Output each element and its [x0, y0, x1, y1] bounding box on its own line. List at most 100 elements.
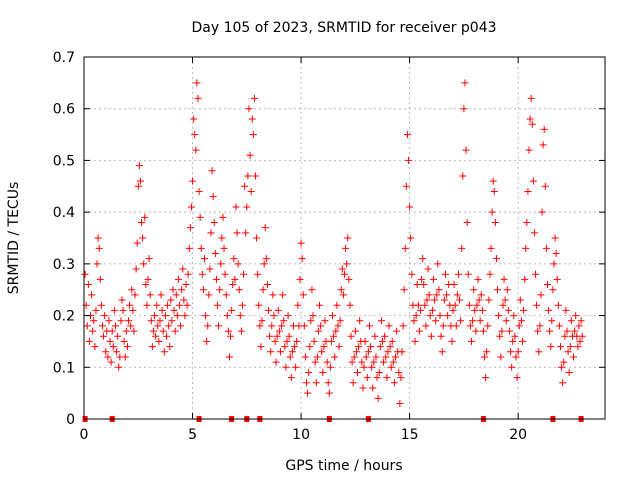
data-point — [256, 322, 264, 330]
data-point — [425, 291, 433, 299]
data-point — [360, 363, 368, 371]
data-point — [244, 172, 252, 180]
data-point — [321, 317, 329, 325]
data-point — [350, 353, 358, 361]
data-point — [138, 218, 146, 226]
data-point — [400, 286, 408, 294]
data-point — [95, 244, 103, 252]
data-point — [458, 244, 466, 252]
data-point — [96, 275, 104, 283]
data-point — [104, 353, 112, 361]
data-point — [414, 301, 422, 309]
data-point — [309, 312, 317, 320]
y-tick-label: 0.4 — [53, 205, 75, 221]
data-point — [344, 234, 352, 242]
data-point — [296, 275, 304, 283]
data-point — [274, 306, 282, 314]
data-point — [408, 270, 416, 278]
data-point — [128, 286, 136, 294]
data-point — [563, 327, 571, 335]
data-point — [576, 337, 584, 345]
data-point — [228, 306, 236, 314]
data-point — [402, 182, 410, 190]
data-point — [535, 348, 543, 356]
data-point — [559, 379, 567, 387]
data-point — [500, 275, 508, 283]
data-point — [215, 322, 223, 330]
data-point — [143, 301, 151, 309]
data-point — [127, 322, 135, 330]
data-point — [527, 94, 535, 102]
data-point — [513, 374, 521, 382]
data-point — [351, 327, 359, 335]
data-point — [172, 291, 180, 299]
data-point — [512, 353, 520, 361]
data-point — [187, 203, 195, 211]
data-point — [564, 348, 572, 356]
data-point — [547, 343, 555, 351]
data-point — [259, 286, 267, 294]
y-axis-label: SRMTID / TECUs — [6, 182, 22, 295]
data-point — [231, 275, 239, 283]
data-point — [184, 270, 192, 278]
data-point — [494, 286, 502, 294]
data-point — [542, 244, 550, 252]
data-point — [177, 322, 185, 330]
data-point — [243, 203, 251, 211]
data-point — [470, 286, 478, 294]
data-point — [386, 343, 394, 351]
data-point — [398, 348, 406, 356]
data-point — [94, 234, 102, 242]
data-point — [108, 327, 116, 335]
data-point — [152, 332, 160, 340]
data-point — [546, 327, 554, 335]
data-point — [134, 182, 142, 190]
data-point — [556, 343, 564, 351]
data-point — [273, 332, 281, 340]
data-point — [373, 374, 381, 382]
data-point — [294, 301, 302, 309]
data-point — [101, 312, 109, 320]
data-point — [297, 239, 305, 247]
data-point — [197, 244, 205, 252]
data-point — [540, 125, 548, 133]
data-point — [291, 343, 299, 351]
data-point — [519, 337, 527, 345]
data-point — [492, 255, 500, 263]
data-point — [541, 182, 549, 190]
data-point — [144, 275, 152, 283]
data-point — [550, 260, 558, 268]
data-point — [436, 312, 444, 320]
data-point — [524, 187, 532, 195]
data-point — [484, 322, 492, 330]
data-point — [420, 281, 428, 289]
data-point — [407, 234, 415, 242]
data-point — [306, 343, 314, 351]
data-point — [209, 193, 217, 201]
data-point — [114, 332, 122, 340]
data-point — [490, 187, 498, 195]
data-point — [477, 291, 485, 299]
y-tick-label: 0 — [66, 412, 75, 428]
data-point — [135, 162, 143, 170]
data-point — [265, 306, 273, 314]
data-point — [330, 332, 338, 340]
data-point — [487, 244, 495, 252]
data-point — [157, 291, 165, 299]
data-point — [219, 213, 227, 221]
data-point — [560, 358, 568, 366]
data-point — [303, 379, 311, 387]
data-point — [419, 255, 427, 263]
data-point — [575, 322, 583, 330]
data-point — [312, 379, 320, 387]
data-point — [415, 327, 423, 335]
data-point — [102, 348, 110, 356]
chart-title: Day 105 of 2023, SRMTID for receiver p04… — [191, 20, 496, 36]
data-point — [131, 291, 139, 299]
data-point — [370, 358, 378, 366]
data-point — [313, 353, 321, 361]
y-tick-label: 0.1 — [53, 360, 75, 376]
data-point — [439, 322, 447, 330]
data-point — [261, 224, 269, 232]
